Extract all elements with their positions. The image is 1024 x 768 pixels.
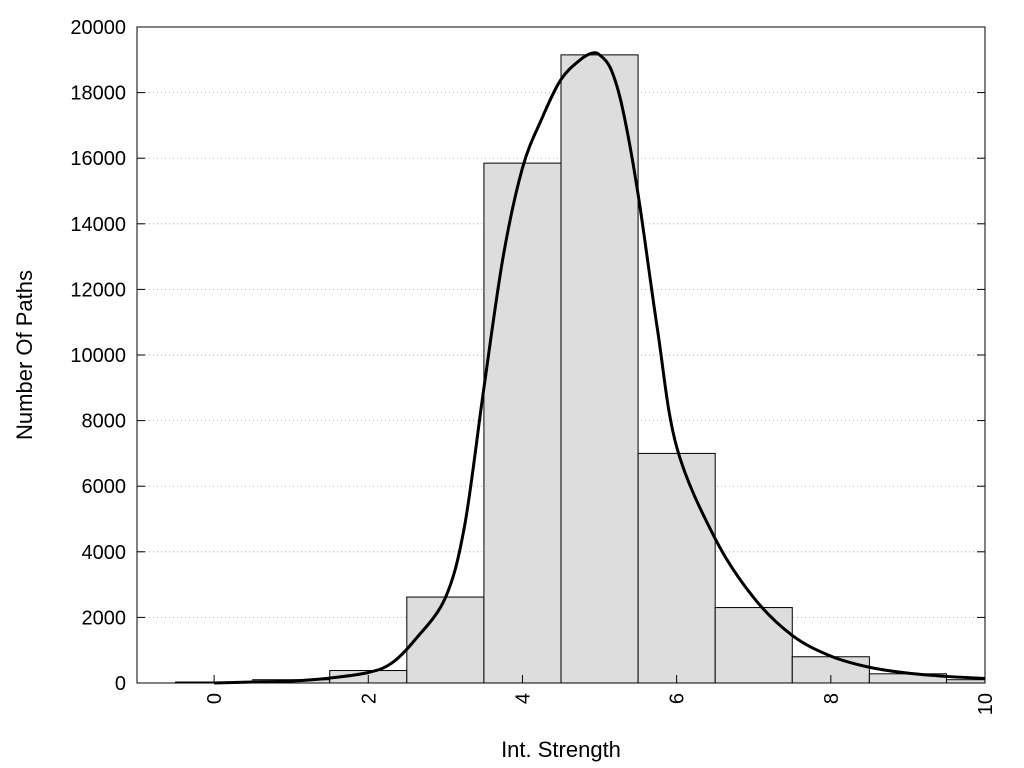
y-tick-label: 4000 [82,542,127,564]
y-tick-label: 10000 [70,345,126,367]
histogram-bar [483,162,562,684]
y-axis-ticks: 0 2000 4000 6000 8000 10000 12000 14000 16000 180… [70,17,985,695]
y-axis-title: Number Of Paths [12,270,37,440]
y-tick-label: 18000 [70,83,126,105]
histogram-bar [714,607,793,684]
y-tick-label: 8000 [82,411,127,433]
y-tick-label: 20000 [70,17,126,39]
y-tick-label: 16000 [70,148,126,170]
x-tick-label: 6 [667,693,689,704]
histogram-bars [175,54,986,684]
x-axis-title: Int. Strength [501,737,621,762]
x-tick-label: 0 [204,693,226,704]
fit-curve-line [214,51,986,685]
histogram-bar [637,452,716,684]
histogram-bar [560,54,639,684]
y-tick-label: 2000 [82,607,127,629]
y-tick-label: 12000 [70,279,126,301]
y-tick-label: 0 [115,673,126,695]
fit-curve [214,51,986,685]
histogram-bar [406,596,485,684]
x-tick-label: 10 [975,693,997,715]
x-axis-ticks: 0 2 4 6 8 10 [204,675,997,715]
y-tick-label: 6000 [82,476,127,498]
x-tick-label: 8 [821,693,843,704]
x-tick-label: 4 [512,693,534,704]
y-tick-label: 14000 [70,214,126,236]
x-tick-label: 2 [358,693,380,704]
